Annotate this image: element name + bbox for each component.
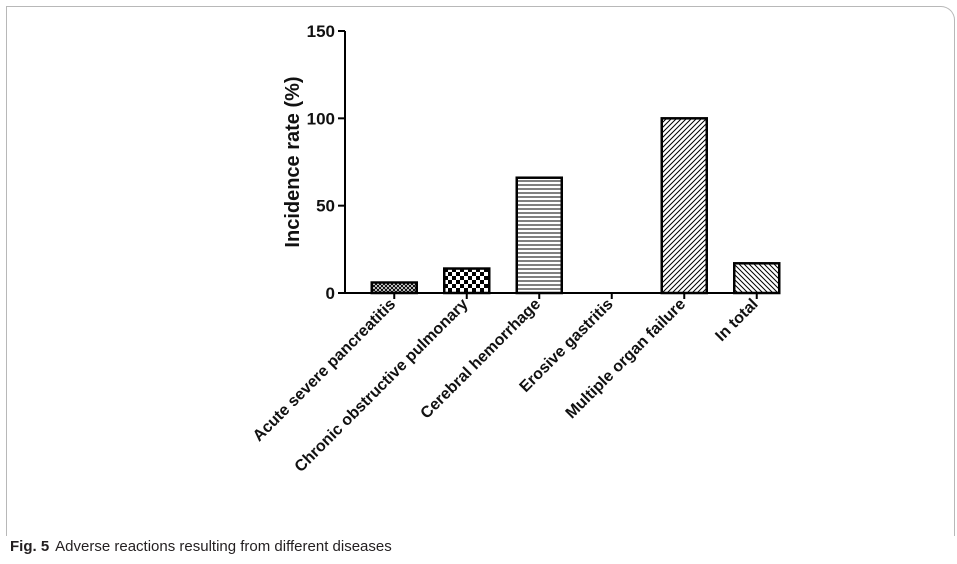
figure-caption: Fig. 5 Adverse reactions resulting from d… — [10, 538, 392, 555]
x-tick-label: Cerebral hemorrhage — [418, 296, 545, 423]
bar — [443, 267, 491, 295]
figure-caption-text: Adverse reactions resulting from differe… — [55, 538, 392, 555]
bar — [660, 117, 708, 295]
x-tick-label: Multiple organ failure — [563, 296, 689, 422]
bars-group — [370, 117, 781, 295]
bar — [370, 281, 418, 295]
x-tick-label: Acute severe pancreatitis — [250, 296, 399, 445]
y-tick-label: 100 — [307, 109, 335, 128]
bar — [733, 262, 781, 295]
figure-caption-label: Fig. 5 — [10, 538, 50, 555]
figure-frame — [6, 6, 955, 536]
bar — [515, 176, 563, 295]
bar-chart: Incidence rate (%) 0 50 100 150 Acute sever… — [250, 22, 781, 476]
y-tick-label: 50 — [316, 197, 335, 216]
x-tick-label: In total — [712, 296, 761, 345]
y-tick-label: 150 — [307, 22, 335, 41]
y-tick-label: 0 — [326, 284, 335, 303]
y-axis: 0 50 100 150 — [307, 22, 346, 303]
y-axis-title: Incidence rate (%) — [282, 76, 304, 247]
